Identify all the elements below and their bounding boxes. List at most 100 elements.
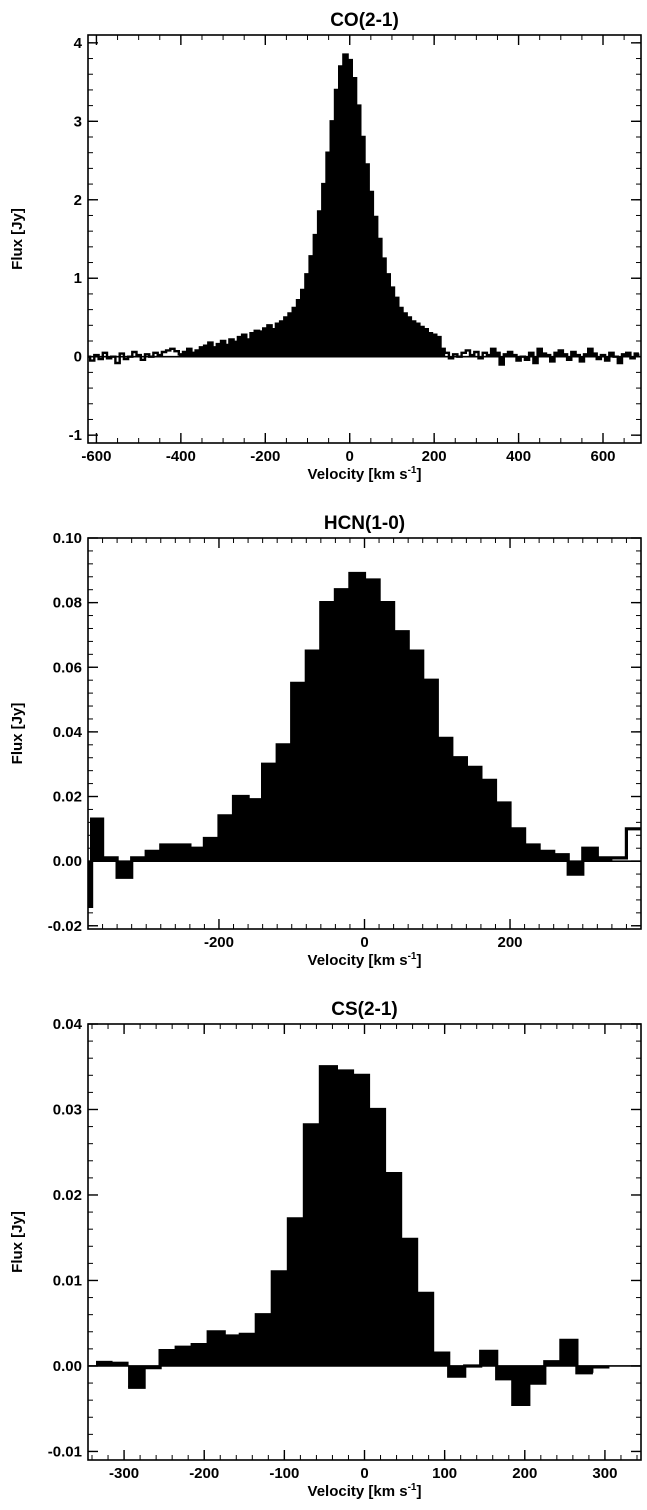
spectrum-bin-fill (262, 764, 278, 862)
spectrum-bin-fill (233, 341, 239, 357)
y-axis-label: Flux [Jy] (9, 1211, 26, 1273)
panel-1: -600 -400 -200 0 200 400 600 -1 0 1 2 3 4 CO(2-1) Velo… (9, 10, 642, 483)
spectrum-bin-fill (364, 580, 380, 862)
spectrum-bin-fill (250, 333, 256, 357)
spectrum-bin-fill (204, 838, 220, 862)
spectrum-bin-fill (381, 258, 387, 357)
y-tick-label: 2 (74, 192, 82, 209)
spectrum-bin-fill (584, 354, 589, 357)
spectrum-bin-fill (352, 1075, 370, 1366)
spectrum-bin-fill (336, 1071, 353, 1366)
spectrum-bin-fill (305, 274, 311, 357)
spectrum-bin-fill (277, 744, 293, 862)
spectrum-bin-fill (322, 184, 328, 357)
spectrum-bin-fill (533, 356, 539, 363)
spectrum-bin-fill (588, 348, 593, 357)
spectrum-bin-fill (275, 323, 281, 357)
spectrum-bin-fill (146, 851, 162, 862)
spectrum-bin-fill (187, 348, 192, 357)
spectrum-bin-fill (495, 352, 501, 357)
spectrum-bin-fill (384, 1173, 402, 1366)
x-tick-label: -200 (250, 448, 280, 465)
spectrum-bin-fill (560, 1340, 578, 1366)
spectrum-bin-fill (415, 323, 420, 357)
spectrum-bin-fill (423, 329, 429, 357)
spectrum-bin-fill (212, 347, 218, 357)
y-tick-label: 0.04 (53, 1016, 83, 1033)
spectrum-bin-fill (272, 1271, 289, 1366)
spectrum-bin-fill (410, 321, 416, 357)
spectrum-bin-fill (284, 317, 290, 357)
y-tick-label: 0 (74, 349, 82, 366)
spectrum-bin-fill (248, 799, 264, 862)
spectrum-bin-fill (432, 1353, 450, 1366)
spectrum-bin-fill (448, 1365, 466, 1377)
spectrum-bin-fill (567, 356, 572, 360)
x-tick-label: 600 (590, 448, 615, 465)
spectrum-bin-fill (218, 815, 235, 862)
spectrum-bin-fill (402, 313, 408, 357)
y-axis-label: Flux [Jy] (9, 208, 26, 270)
spectrum-bin-fill (189, 848, 205, 862)
spectrum-bin-fill (176, 1347, 193, 1366)
spectrum-bin-fill (605, 356, 610, 361)
spectrum-bin-fill (510, 828, 526, 862)
spectrum-bin-fill (128, 1365, 145, 1388)
spectrum-bin-fill (220, 341, 226, 357)
y-tick-label: 0.02 (53, 789, 82, 806)
spectrum-bin-fill (320, 1066, 337, 1366)
spectrum-bin-fill (254, 330, 260, 357)
spectrum-bin-fill (524, 844, 540, 862)
spectrum-bin-fill (537, 348, 543, 357)
spectrum-bin-fill (96, 1360, 113, 1366)
spectrum-bin-fill (288, 1218, 305, 1366)
spectrum-bin-fill (326, 152, 332, 357)
y-tick-label: 0.06 (53, 659, 82, 676)
spectrum-bin-fill (258, 331, 264, 357)
spectrum-bin-fill (512, 1365, 530, 1405)
spectrum-bin-fill (199, 347, 205, 357)
spectrum-bin-fill (385, 274, 391, 357)
chart-title: CS(2-1) (331, 999, 398, 1020)
spectrum-bin-fill (495, 802, 511, 862)
spectrum-bin-fill (195, 350, 201, 357)
spectrum-bin-fill (427, 333, 433, 357)
y-tick-label: -0.02 (48, 918, 82, 935)
spectrum-line (88, 53, 639, 366)
x-tick-label: 300 (592, 1465, 617, 1482)
spectrum-bin-fill (528, 1365, 546, 1384)
spectrum-bin-fill (364, 164, 370, 357)
panel-3: -300 -200 -100 0 100 200 300 -0.01 0.00 0.01 0.02 0… (9, 999, 642, 1500)
x-tick-label: -300 (109, 1465, 139, 1482)
y-tick-label: 0.00 (53, 853, 82, 870)
x-tick-label: 200 (512, 1465, 537, 1482)
spectrum-bin-fill (554, 352, 560, 357)
spectrum-bin-fill (318, 211, 323, 357)
spectrum-bin-fill (224, 1336, 241, 1366)
x-tick-label: 0 (360, 1465, 368, 1482)
spectrum-bin-fill (400, 1239, 418, 1366)
spectrum-bin-fill (91, 819, 104, 862)
spectrum-bin-fill (229, 339, 235, 357)
spectrum-bin-fill (377, 239, 382, 357)
spectrum-bin-fill (237, 337, 243, 357)
spectrum-bin-fill (466, 767, 482, 862)
spectrum-bin-fill (356, 105, 361, 357)
y-tick-label: 0.00 (53, 1358, 82, 1375)
spectrum-bin-fill (597, 857, 613, 862)
spectrum-bin-fill (582, 848, 598, 862)
y-axis-label: Flux [Jy] (9, 703, 26, 765)
spectrum-bin-fill (503, 354, 509, 357)
spectrum-line (128, 1065, 593, 1406)
x-axis-label: Velocity [km s-1] (308, 465, 422, 483)
x-tick-label: -400 (166, 448, 196, 465)
spectrum-bin-fill (288, 313, 294, 357)
spectrum-bin-fill (626, 352, 631, 357)
spectrum-bin-fill (592, 1365, 610, 1369)
spectrum-bin-fill (160, 1350, 177, 1366)
y-tick-label: 3 (74, 113, 82, 130)
spectrum-bin-fill (175, 844, 191, 862)
spectrum-bin-fill (280, 321, 285, 357)
spectrum-bin-fill (436, 337, 441, 357)
